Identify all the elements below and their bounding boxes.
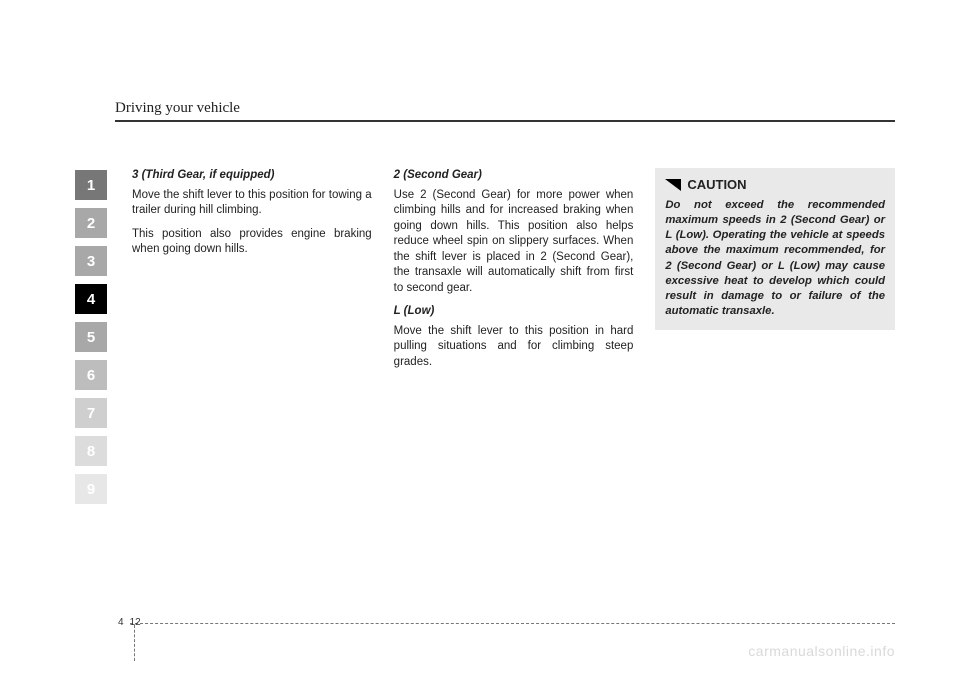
manual-page: Driving your vehicle 1 2 3 4 5 6 7 8 9 3…: [0, 0, 960, 679]
section-tab-1: 1: [75, 170, 107, 200]
section-tab-5: 5: [75, 322, 107, 352]
section-tabs: 1 2 3 4 5 6 7 8 9: [75, 170, 107, 504]
section-tab-9: 9: [75, 474, 107, 504]
column-1: 3 (Third Gear, if equipped) Move the shi…: [132, 168, 372, 378]
col2-heading-2: L (Low): [394, 304, 634, 320]
footer-chapter-number: 4: [118, 617, 124, 628]
caution-body: Do not exceed the recommended maximum sp…: [665, 198, 885, 320]
caution-icon: [665, 179, 681, 191]
footer-vertical-rule: [134, 625, 135, 661]
col2-para-1: Use 2 (Second Gear) for more power when …: [394, 188, 634, 297]
content-columns: 3 (Third Gear, if equipped) Move the shi…: [132, 168, 895, 378]
section-tab-2: 2: [75, 208, 107, 238]
column-3: CAUTION Do not exceed the recommended ma…: [655, 168, 895, 378]
footer-rule: [130, 623, 895, 624]
page-header-title: Driving your vehicle: [115, 100, 246, 117]
col1-para-1: Move the shift lever to this position fo…: [132, 188, 372, 219]
footer-page-numbers: 4 12: [118, 617, 141, 628]
header-rule: [115, 120, 895, 122]
caution-label: CAUTION: [687, 176, 746, 194]
section-tab-6: 6: [75, 360, 107, 390]
col2-heading-1: 2 (Second Gear): [394, 168, 634, 184]
section-tab-8: 8: [75, 436, 107, 466]
page-footer: 4 12: [60, 623, 895, 624]
caution-box: CAUTION Do not exceed the recommended ma…: [655, 168, 895, 330]
column-2: 2 (Second Gear) Use 2 (Second Gear) for …: [394, 168, 634, 378]
caution-title: CAUTION: [665, 176, 885, 194]
section-tab-7: 7: [75, 398, 107, 428]
col1-para-2: This position also provides engine braki…: [132, 227, 372, 258]
section-tab-3: 3: [75, 246, 107, 276]
col2-para-2: Move the shift lever to this position in…: [394, 324, 634, 371]
footer-page-number: 12: [130, 617, 141, 628]
watermark: carmanualsonline.info: [748, 643, 895, 659]
section-tab-4: 4: [75, 284, 107, 314]
col1-heading-1: 3 (Third Gear, if equipped): [132, 168, 372, 184]
